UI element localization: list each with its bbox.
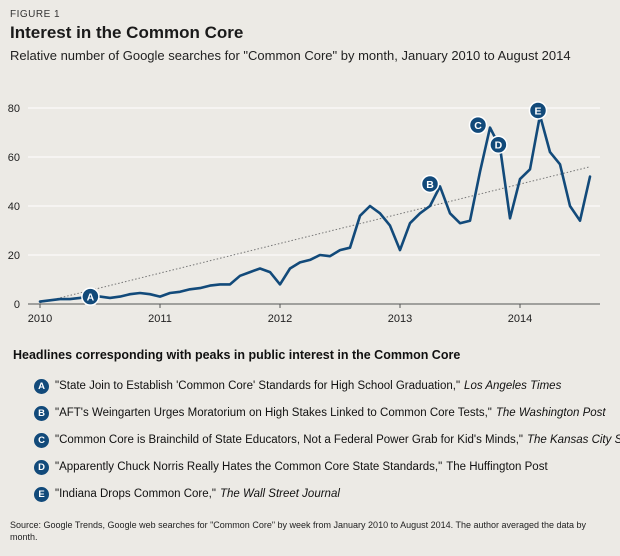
annotation-marker-a [81, 287, 100, 306]
x-tick-label: 2011 [148, 313, 172, 325]
y-tick-label: 0 [14, 299, 20, 311]
annotation-label-b: B [426, 179, 434, 191]
headline-text: "Apparently Chuck Norris Really Hates th… [55, 461, 443, 473]
badge-d: D [34, 459, 49, 475]
annotation-label-a: A [87, 291, 95, 303]
headline-text: "AFT's Weingarten Urges Moratorium on Hi… [55, 407, 492, 419]
x-tick-label: 2013 [388, 313, 412, 325]
badge-e: E [34, 486, 49, 502]
y-tick-label: 20 [8, 250, 20, 262]
figure-label: FIGURE 1 [10, 9, 61, 20]
badge-b: B [34, 405, 49, 421]
annotation-label-d: D [495, 140, 503, 152]
annotation-marker-d [489, 135, 508, 154]
y-tick-label: 40 [8, 201, 20, 213]
y-tick-label: 80 [8, 103, 20, 115]
headline-text: "Indiana Drops Common Core," [55, 488, 216, 500]
annotation-label-c: C [474, 120, 482, 132]
x-tick-label: 2012 [268, 313, 292, 325]
chart-title: Interest in the Common Core [10, 23, 244, 42]
x-tick-label: 2010 [28, 313, 52, 325]
trend-line [39, 166, 591, 304]
y-tick-label: 60 [8, 152, 20, 164]
headline-source: The Kansas City Star [527, 434, 620, 446]
headline-text: "State Join to Establish 'Common Core' S… [55, 380, 461, 392]
headline-b: B "AFT's Weingarten Urges Moratorium on … [34, 403, 606, 423]
annotation-marker-b [420, 174, 440, 194]
line-chart: 0 20 40 60 80 2010 2011 2012 2013 2014 A B C D E [8, 101, 600, 325]
headline-source: The Wall Street Journal [219, 488, 340, 500]
headline-source: The Huffington Post [446, 461, 548, 473]
headline-a: A "State Join to Establish 'Common Core'… [34, 376, 561, 396]
headline-e: E "Indiana Drops Common Core," The Wall … [34, 484, 340, 504]
annotation-label-e: E [534, 105, 541, 117]
headline-source: The Washington Post [495, 407, 606, 419]
badge-a: A [34, 378, 49, 394]
x-tick-label: 2014 [508, 313, 532, 325]
chart-subtitle: Relative number of Google searches for "… [10, 48, 571, 63]
headline-c: C "Common Core is Brainchild of State Ed… [34, 430, 620, 450]
annotation-marker-e [528, 101, 548, 120]
headline-source: Los Angeles Times [464, 380, 562, 392]
badge-c: C [34, 432, 49, 448]
headlines-heading: Headlines corresponding with peaks in pu… [13, 348, 461, 362]
headline-d: D "Apparently Chuck Norris Really Hates … [34, 457, 548, 477]
headline-text: "Common Core is Brainchild of State Educ… [55, 434, 523, 446]
source-note: Source: Google Trends, Google web search… [10, 520, 587, 542]
annotation-marker-c [468, 115, 488, 135]
